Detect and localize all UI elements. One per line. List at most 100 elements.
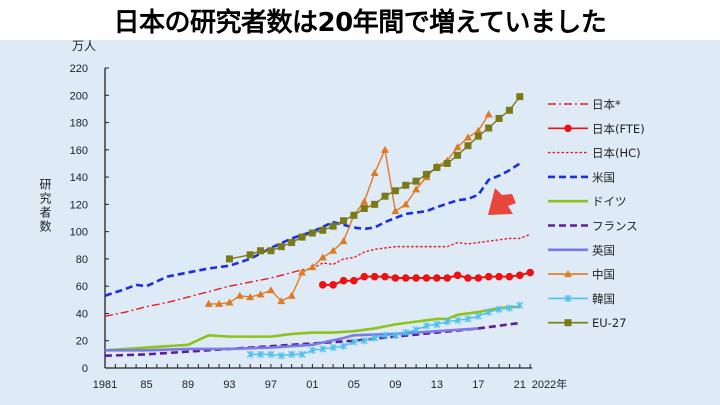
series-日本*	[104, 267, 313, 317]
legend-marker	[564, 124, 572, 133]
series-韓国	[246, 301, 524, 360]
data-point	[277, 297, 286, 305]
data-point	[308, 229, 316, 237]
data-point	[360, 272, 369, 281]
series-EU-27	[225, 93, 524, 263]
data-point	[340, 342, 347, 350]
x-tick-label: 01	[306, 379, 318, 391]
x-tick-label: 13	[431, 379, 443, 391]
data-point	[495, 114, 503, 122]
data-point	[318, 281, 327, 289]
legend-label: 日本(HC)	[592, 146, 641, 160]
series-line	[312, 233, 531, 270]
data-point	[360, 337, 368, 345]
data-point	[319, 345, 327, 353]
data-point	[246, 350, 254, 358]
legend-marker	[564, 319, 572, 327]
series-ドイツ	[104, 305, 520, 352]
data-point	[391, 207, 400, 215]
data-point	[235, 291, 244, 299]
legend-label: フランス	[592, 219, 638, 233]
x-tick-label: 17	[472, 379, 484, 391]
data-point	[516, 93, 524, 101]
legend-label: 中国	[592, 268, 615, 282]
data-point	[402, 181, 410, 189]
y-tick-label: 20	[76, 336, 88, 348]
data-point	[329, 281, 337, 289]
y-tick-label: 220	[70, 63, 88, 75]
x-axis-unit-label: 2022年	[532, 377, 567, 391]
legend-label: 日本(FTE)	[592, 122, 645, 136]
data-point	[412, 274, 420, 282]
data-point	[443, 274, 452, 282]
y-tick-label: 140	[70, 172, 88, 184]
y-axis-label: 研究者数	[38, 178, 52, 234]
data-point	[308, 263, 317, 271]
legend-label: EU-27	[592, 316, 626, 330]
y-tick-label: 100	[70, 227, 88, 239]
data-point	[464, 315, 472, 323]
data-point	[298, 268, 307, 276]
data-point	[339, 276, 348, 285]
x-tick-label: 1981	[93, 379, 117, 391]
data-point	[288, 350, 296, 358]
y-tick-label: 0	[82, 363, 88, 375]
data-point	[454, 316, 462, 324]
data-point	[350, 276, 358, 285]
series-line	[104, 162, 521, 297]
data-point	[298, 350, 306, 358]
data-point	[256, 290, 265, 298]
data-point	[391, 331, 399, 339]
data-point	[391, 274, 400, 282]
data-point	[484, 110, 493, 118]
data-point	[288, 239, 296, 247]
data-point	[381, 192, 389, 200]
data-point	[350, 338, 358, 346]
data-point	[329, 222, 337, 230]
data-point	[267, 350, 275, 358]
data-point	[474, 312, 482, 320]
data-point	[464, 142, 472, 150]
data-point	[454, 151, 462, 159]
data-point	[277, 352, 285, 360]
data-point	[422, 170, 430, 178]
data-point	[350, 211, 358, 219]
data-point	[443, 318, 451, 326]
data-point	[505, 304, 513, 312]
red-arrow-annotation	[488, 188, 516, 215]
data-point	[505, 106, 513, 114]
data-point	[391, 187, 399, 195]
data-point	[246, 251, 254, 259]
data-point	[474, 132, 482, 140]
data-point	[412, 326, 420, 334]
x-tick-label: 97	[265, 379, 277, 391]
data-point	[453, 271, 462, 280]
series-line	[104, 267, 313, 317]
y-tick-label: 180	[70, 118, 88, 130]
data-point	[422, 274, 431, 282]
data-point	[318, 253, 327, 261]
series-日本(HC)	[312, 233, 531, 270]
x-tick-label: 85	[140, 379, 152, 391]
legend-marker	[564, 270, 572, 278]
series-line	[208, 113, 490, 305]
data-point	[401, 274, 410, 282]
data-point	[380, 145, 389, 153]
legend-label: 米国	[592, 170, 615, 184]
data-point	[339, 237, 348, 245]
legend-label: ドイツ	[592, 195, 627, 209]
data-point	[225, 255, 233, 263]
y-tick-label: 160	[70, 145, 88, 157]
x-tick-label: 05	[348, 379, 360, 391]
data-point	[204, 299, 213, 307]
legend-label: 韓国	[592, 292, 615, 306]
y-tick-label: 60	[76, 281, 88, 293]
data-point	[266, 286, 275, 294]
title-band	[0, 0, 720, 40]
data-point	[298, 233, 306, 241]
series-line	[229, 96, 521, 260]
data-point	[287, 291, 296, 299]
data-point	[433, 164, 441, 172]
data-point	[463, 133, 472, 141]
